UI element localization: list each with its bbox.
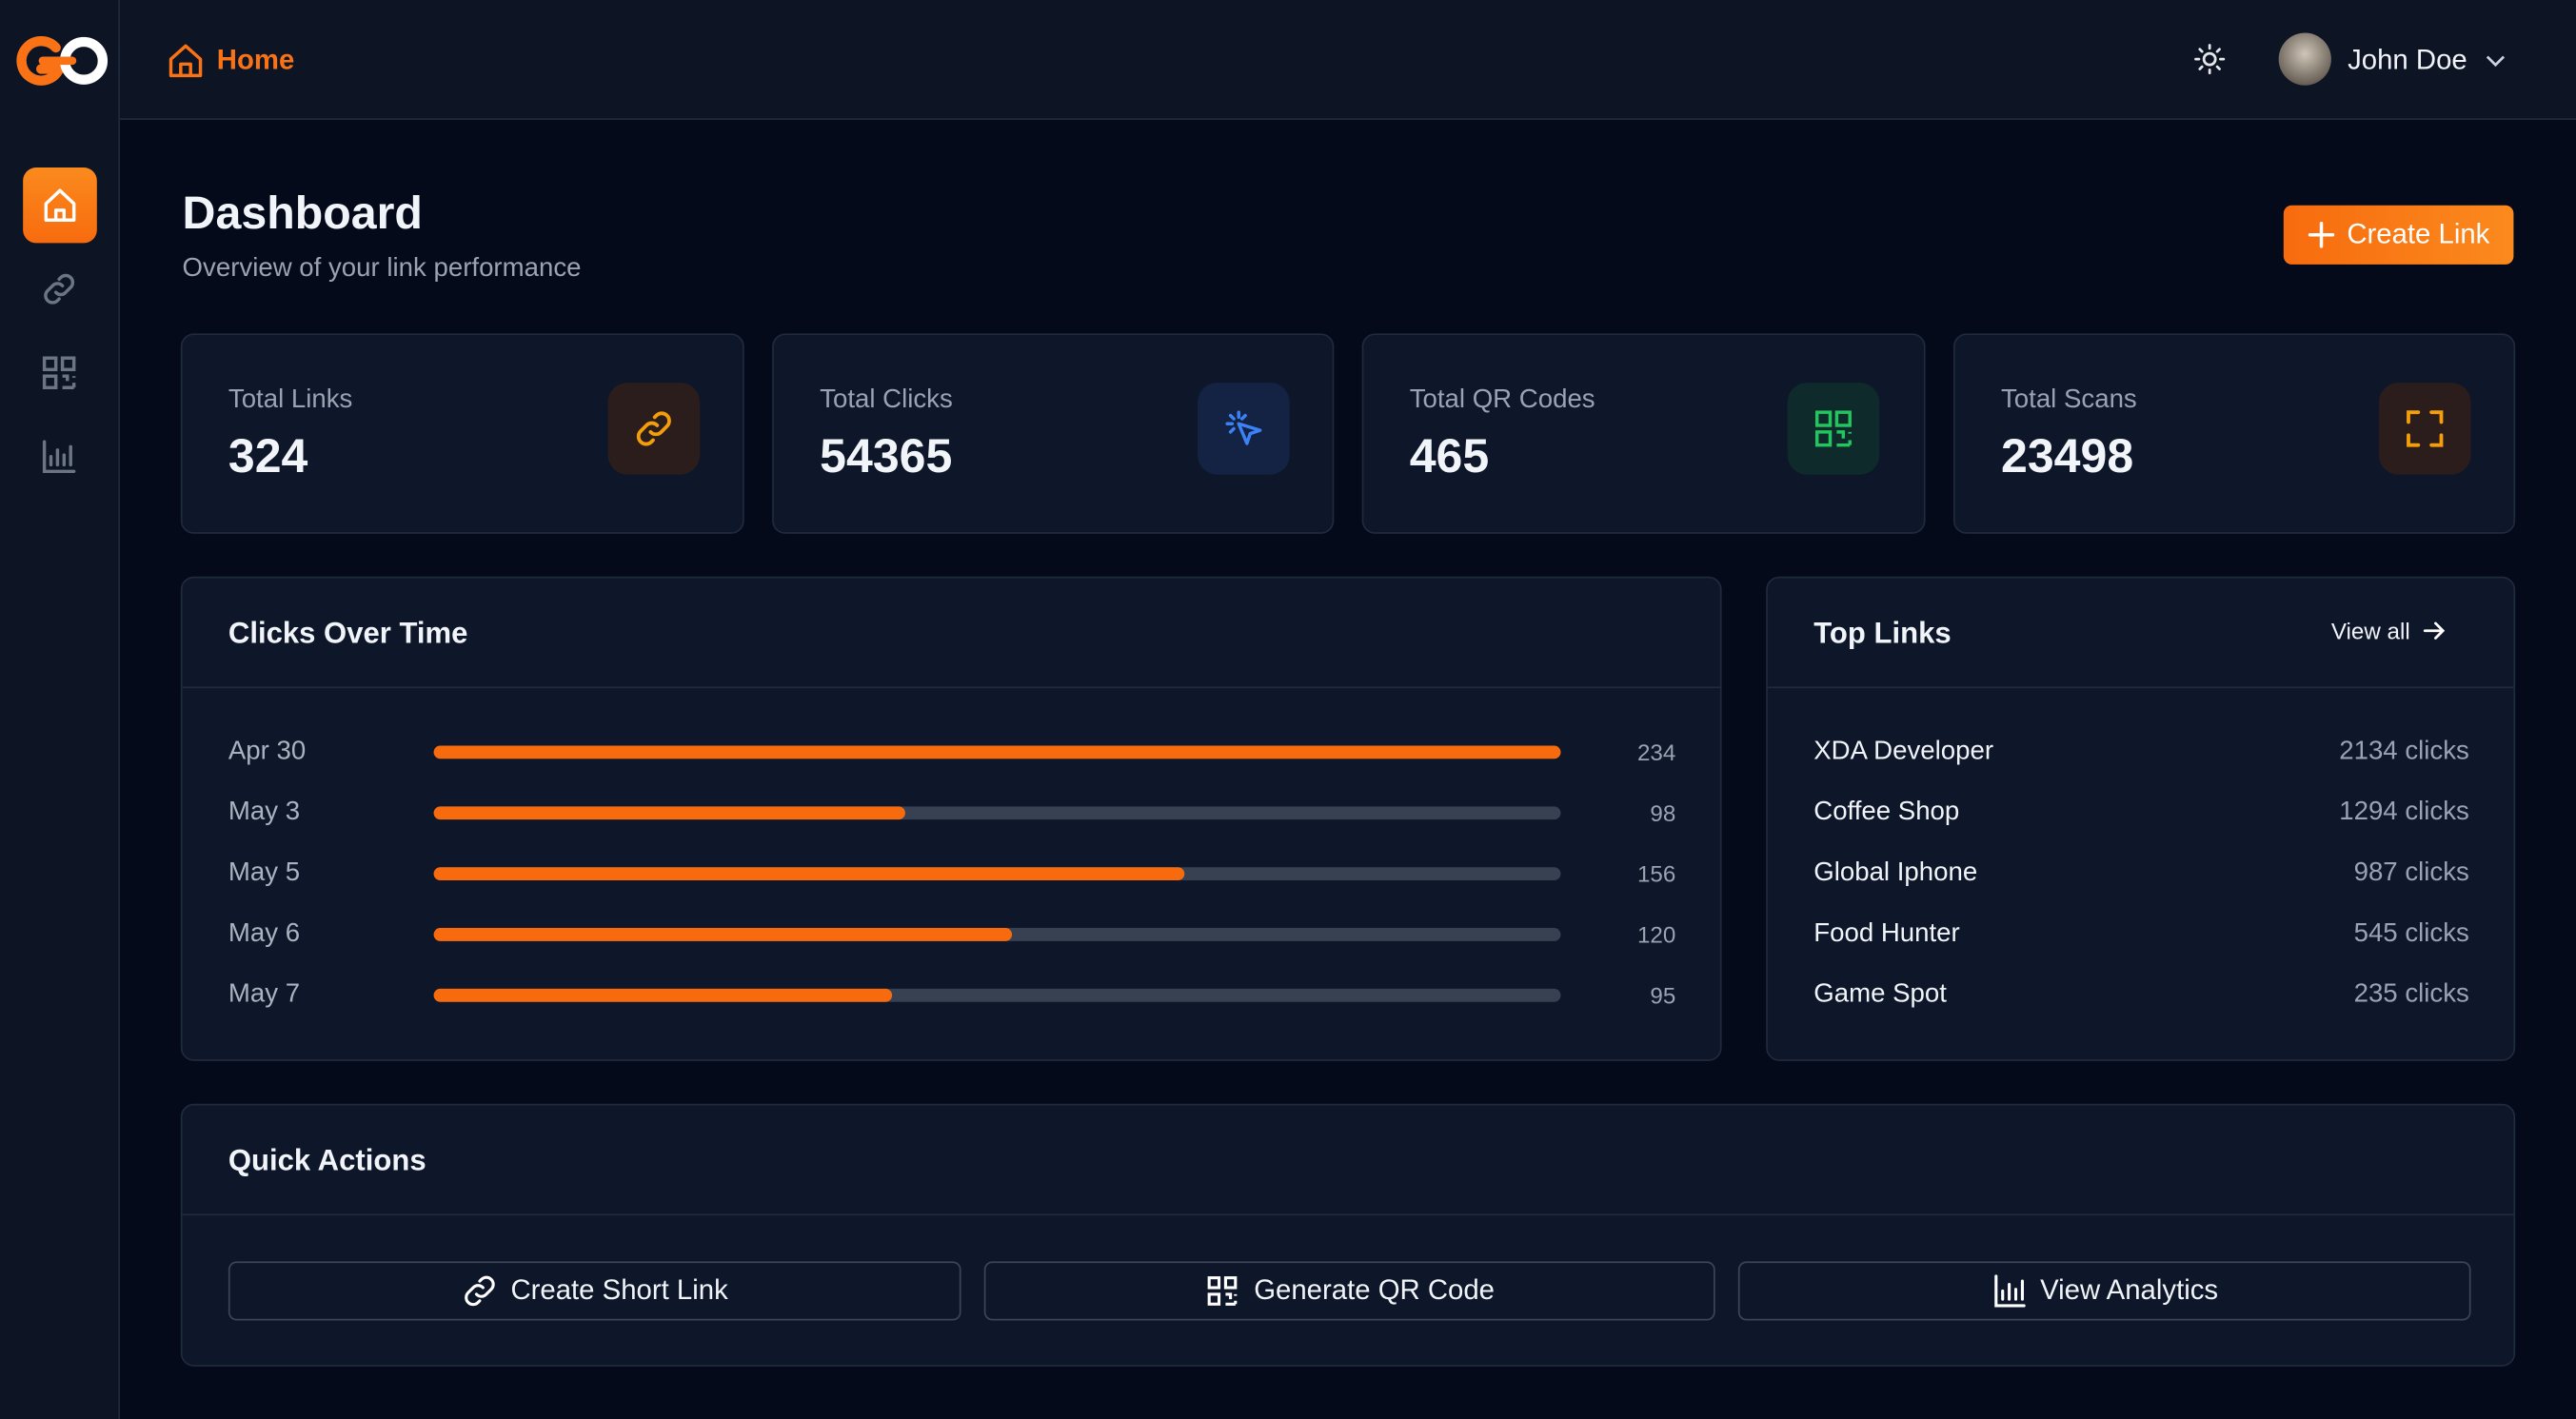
qr-icon	[1814, 410, 1852, 447]
stat-icon	[607, 383, 701, 475]
home-icon	[168, 44, 203, 78]
stat-label: Total Scans	[2000, 385, 2137, 414]
stat-icon	[2378, 383, 2471, 475]
breadcrumb[interactable]: Home	[216, 44, 295, 76]
bar-track	[433, 928, 1561, 941]
bar	[433, 745, 1561, 759]
link-icon	[464, 1275, 495, 1307]
user-name[interactable]: John Doe	[2348, 44, 2467, 76]
stat-value: 324	[228, 431, 308, 484]
bar-value: 234	[1636, 739, 1676, 766]
page-title: Dashboard	[182, 187, 423, 239]
stat-value: 23498	[2000, 431, 2134, 484]
link-clicks: 2134 clicks	[2339, 737, 2469, 766]
button-label: Generate QR Code	[1254, 1274, 1495, 1306]
create-link-button[interactable]: Create Link	[2283, 205, 2514, 265]
bar-track	[433, 867, 1561, 881]
link-name: Global Iphone	[1813, 858, 1978, 887]
stat-value: 54365	[820, 431, 953, 484]
date-label: May 3	[228, 798, 301, 827]
link-name: XDA Developer	[1813, 737, 1994, 766]
view-all-link[interactable]: View all	[2331, 618, 2447, 644]
top-links-card: Top Links View all XDA Developer 2134 cli…	[1766, 576, 2516, 1061]
top-bar: Home John Doe	[119, 0, 2576, 120]
quick-action-button[interactable]: Create Short Link	[228, 1261, 961, 1321]
link-clicks: 1294 clicks	[2339, 798, 2469, 827]
date-label: Apr 30	[228, 737, 307, 766]
bar-track	[433, 745, 1561, 759]
bar-value: 95	[1650, 982, 1676, 1009]
nav-links[interactable]	[39, 269, 78, 308]
stat-label: Total QR Codes	[1409, 385, 1595, 414]
page-subtitle: Overview of your link performance	[182, 254, 582, 283]
stat-value: 465	[1409, 431, 1490, 484]
date-label: May 7	[228, 980, 301, 1009]
bar-track	[433, 806, 1561, 820]
nav-analytics[interactable]	[39, 437, 78, 476]
avatar[interactable]	[2278, 32, 2331, 86]
link-clicks: 987 clicks	[2353, 858, 2469, 887]
bar-value: 120	[1636, 921, 1676, 948]
button-label: Create Link	[2347, 218, 2490, 250]
date-label: May 5	[228, 858, 301, 887]
nav-qr[interactable]	[39, 353, 78, 392]
stat-icon	[1198, 383, 1290, 475]
card-title: Top Links	[1813, 617, 1952, 650]
bar	[433, 988, 892, 1002]
link-icon	[636, 411, 671, 446]
bar	[433, 928, 1012, 941]
stat-card: Total Links 324	[180, 333, 744, 534]
qr-icon	[1208, 1276, 1238, 1306]
link-clicks: 545 clicks	[2353, 919, 2469, 948]
bar	[433, 867, 1185, 881]
link-name: Coffee Shop	[1813, 798, 1960, 827]
divider	[182, 686, 1720, 689]
stat-card: Total Clicks 54365	[772, 333, 1335, 534]
card-title: Clicks Over Time	[228, 617, 468, 650]
link-name: Game Spot	[1813, 980, 1947, 1009]
divider	[182, 1213, 2514, 1216]
stat-card: Total QR Codes 465	[1361, 333, 1926, 534]
stat-icon	[1787, 383, 1880, 475]
stat-card: Total Scans 23498	[1952, 333, 2516, 534]
scan-icon	[2407, 410, 2444, 447]
divider	[1767, 686, 2514, 689]
link-clicks: 235 clicks	[2353, 980, 2469, 1009]
bar-track	[433, 988, 1561, 1002]
bar-value: 156	[1636, 860, 1676, 887]
theme-toggle[interactable]	[2193, 43, 2227, 76]
plus-icon	[2307, 221, 2334, 248]
card-title: Quick Actions	[228, 1143, 426, 1177]
stat-label: Total Links	[228, 385, 353, 414]
home-icon	[44, 188, 76, 222]
link-label: View all	[2330, 617, 2410, 644]
nav-home[interactable]	[23, 168, 97, 244]
arrow-icon	[2423, 621, 2446, 640]
link-name: Food Hunter	[1813, 919, 1960, 948]
user-menu-chevron[interactable]	[2486, 50, 2506, 70]
button-label: View Analytics	[2040, 1274, 2219, 1306]
date-label: May 6	[228, 919, 301, 948]
stat-label: Total Clicks	[820, 385, 953, 414]
quick-actions-card: Quick Actions Create Short Link Generate…	[180, 1103, 2516, 1367]
quick-action-button[interactable]: View Analytics	[1737, 1261, 2471, 1321]
cursor-icon	[1225, 410, 1262, 445]
sidebar	[0, 0, 120, 1419]
logo[interactable]	[13, 33, 109, 89]
analytics-icon	[1993, 1274, 2026, 1308]
clicks-over-time-card: Clicks Over Time Apr 30 234 May 3 98 May 5 15…	[180, 576, 1722, 1061]
button-label: Create Short Link	[510, 1274, 728, 1306]
quick-action-button[interactable]: Generate QR Code	[983, 1261, 1715, 1321]
bar-value: 98	[1650, 799, 1676, 827]
bar	[433, 806, 906, 820]
